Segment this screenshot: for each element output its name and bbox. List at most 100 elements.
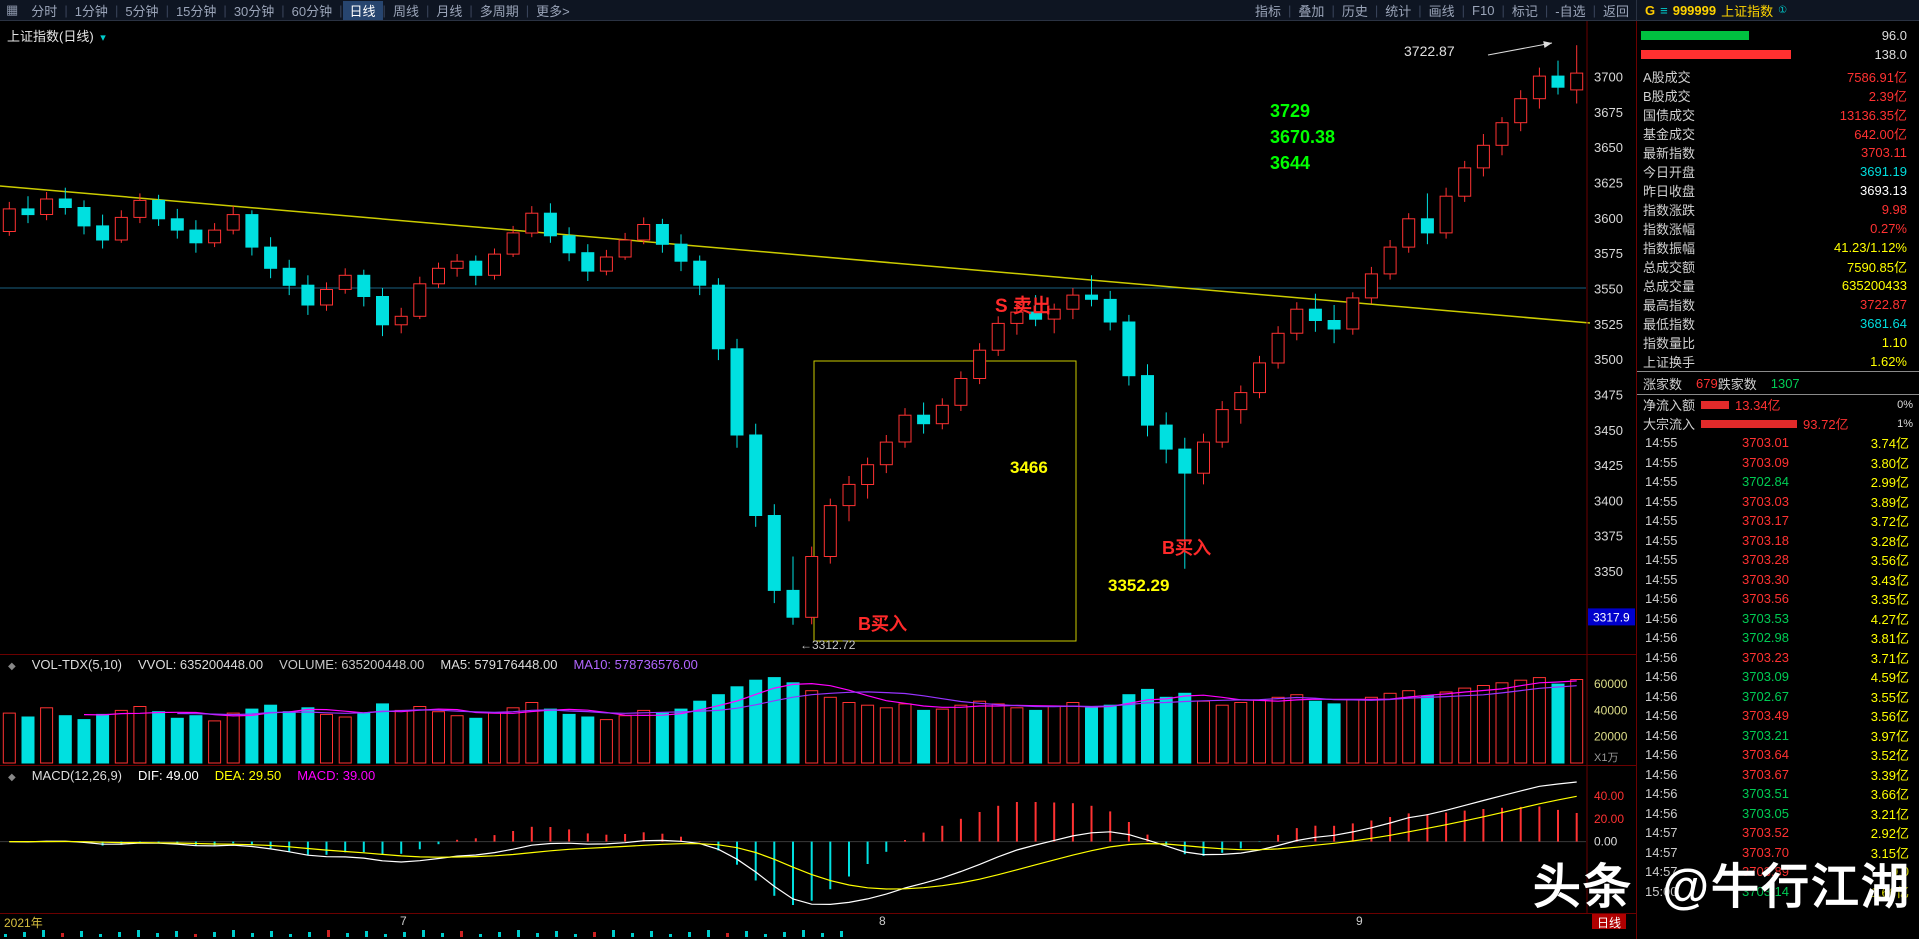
tick-price: 3703.51 bbox=[1742, 786, 1789, 802]
app-menu-icon[interactable]: ▦ bbox=[6, 2, 19, 17]
flow-bar bbox=[1701, 400, 1730, 409]
tick-time: 14:56 bbox=[1645, 708, 1678, 724]
mini-strip-mark bbox=[612, 930, 615, 937]
symbol-header[interactable]: G ≡ 999999 上证指数 ① bbox=[1636, 0, 1919, 20]
toolbar-period-item[interactable]: 更多> bbox=[536, 3, 570, 19]
toolbar-period-item[interactable]: 多周期 bbox=[479, 3, 519, 19]
quote-label: 上证换手 bbox=[1643, 355, 1696, 370]
tick-row[interactable]: 14:56 3703.53 4.27亿 bbox=[1637, 609, 1919, 629]
toolbar-period-item[interactable]: 1分钟 bbox=[74, 3, 108, 19]
tick-row[interactable]: 14:55 3703.03 3.89亿 bbox=[1637, 492, 1919, 512]
tick-volume: 3.52亿 bbox=[1870, 748, 1909, 764]
indicator-header-text: DEA: 29.50 bbox=[214, 768, 282, 783]
tick-row[interactable]: 14:56 3703.67 3.39亿 bbox=[1637, 765, 1919, 785]
period-tag[interactable]: 日线 bbox=[1592, 914, 1627, 931]
tick-row[interactable]: 14:56 3703.05 3.21亿 bbox=[1637, 804, 1919, 824]
tick-price: 3703.09 bbox=[1742, 454, 1789, 470]
watermark: 头条 @牛行江湖 bbox=[1519, 847, 1911, 917]
tick-price: 3702.84 bbox=[1742, 474, 1789, 490]
tick-volume: 2.99亿 bbox=[1870, 475, 1909, 491]
volume-panel[interactable]: ◆ VOL-TDX(5,10) VVOL: 635200448.00 VOLUME: … bbox=[0, 655, 1636, 766]
tick-row[interactable]: 14:56 3702.67 3.55亿 bbox=[1637, 687, 1919, 707]
toolbar-tool-item[interactable]: 历史 bbox=[1341, 3, 1368, 19]
quote-value: 9.98 bbox=[1881, 202, 1907, 217]
tick-volume: 4.59亿 bbox=[1870, 670, 1909, 686]
toolbar-period-item[interactable]: 日线 bbox=[342, 0, 383, 20]
separator: | bbox=[1461, 2, 1466, 18]
toolbar-period-item[interactable]: 分时 bbox=[31, 3, 58, 19]
toolbar-period-item[interactable]: 月线 bbox=[436, 3, 463, 19]
decliners-count: 1307 bbox=[1770, 375, 1800, 391]
quote-value: 3681.64 bbox=[1860, 316, 1907, 331]
gauge-value: 138.0 bbox=[1874, 47, 1907, 62]
tick-row[interactable]: 14:57 3703.52 2.92亿 bbox=[1637, 823, 1919, 843]
price-chart-canvas[interactable]: 3700 3675 3650 3625 3600 3575 3550 3525 3500 3475… bbox=[0, 21, 1636, 654]
time-axis-label: 8 bbox=[879, 914, 886, 928]
mini-strip-mark bbox=[821, 933, 824, 937]
quote-label: 基金成交 bbox=[1643, 127, 1696, 142]
tick-time: 14:57 bbox=[1645, 844, 1678, 860]
tick-row[interactable]: 15:00 3703.14 1.66亿 bbox=[1637, 882, 1919, 902]
toolbar-period-item[interactable]: 60分钟 bbox=[291, 3, 333, 19]
mini-strip-mark bbox=[555, 931, 558, 937]
indicator-header-text: MACD: 39.00 bbox=[297, 768, 376, 783]
tick-row[interactable]: 14:55 3702.84 2.99亿 bbox=[1637, 472, 1919, 492]
quote-label: 总成交量 bbox=[1643, 279, 1696, 294]
decliners-label: 跌家数 bbox=[1717, 376, 1757, 392]
collapse-icon[interactable]: ◆ bbox=[8, 661, 16, 672]
tick-row[interactable]: 14:56 3703.23 3.71亿 bbox=[1637, 648, 1919, 668]
tick-row[interactable]: 14:57 3703.89 0.0 bbox=[1637, 862, 1919, 882]
mini-strip-mark bbox=[327, 930, 330, 937]
tick-row[interactable]: 14:55 3703.01 3.74亿 bbox=[1637, 433, 1919, 453]
tick-row[interactable]: 14:56 3703.21 3.97亿 bbox=[1637, 726, 1919, 746]
quote-row: A股成交 7586.91亿 bbox=[1637, 67, 1919, 86]
main-area: 3700 3675 3650 3625 3600 3575 3550 3525 3500 3475… bbox=[0, 21, 1919, 939]
toolbar-tool-item[interactable]: 画线 bbox=[1428, 3, 1455, 19]
svg-text:X1万: X1万 bbox=[1594, 752, 1618, 764]
menu-icon[interactable]: ≡ bbox=[1660, 2, 1668, 18]
macd-chart-canvas[interactable]: 40.00 20.00 0.00 bbox=[0, 766, 1636, 913]
tick-row[interactable]: 14:55 3703.18 3.28亿 bbox=[1637, 531, 1919, 551]
toolbar-tool-item[interactable]: 标记 bbox=[1511, 3, 1538, 19]
tick-row[interactable]: 14:55 3703.09 3.80亿 bbox=[1637, 453, 1919, 473]
toolbar-tool-item[interactable]: -自选 bbox=[1555, 3, 1586, 19]
quote-row: 指数涨跌 9.98 bbox=[1637, 200, 1919, 219]
collapse-icon[interactable]: ◆ bbox=[8, 772, 16, 783]
tick-list[interactable]: 14:55 3703.01 3.74亿 14:55 3703.09 3.80亿 14:55 3… bbox=[1637, 433, 1919, 901]
separator: | bbox=[525, 2, 530, 18]
tick-price: 3703.89 bbox=[1742, 864, 1789, 880]
mini-strip-mark bbox=[498, 932, 501, 937]
toolbar-period-item[interactable]: 15分钟 bbox=[175, 3, 217, 19]
separator: | bbox=[1501, 2, 1505, 18]
toolbar-tool-item[interactable]: 返回 bbox=[1602, 3, 1629, 19]
tick-row[interactable]: 14:55 3703.17 3.72亿 bbox=[1637, 511, 1919, 531]
tick-time: 14:56 bbox=[1645, 591, 1678, 607]
tick-row[interactable]: 14:55 3703.28 3.56亿 bbox=[1637, 550, 1919, 570]
tick-row[interactable]: 14:56 3703.09 4.59亿 bbox=[1637, 667, 1919, 687]
toolbar-tool-item[interactable]: 统计 bbox=[1385, 3, 1412, 19]
macd-panel[interactable]: ◆ MACD(12,26,9) DIF: 49.00 DEA: 29.50 MACD: … bbox=[0, 766, 1636, 914]
dropdown-icon[interactable]: ▾ bbox=[100, 32, 106, 44]
toolbar-period-item[interactable]: 周线 bbox=[392, 3, 419, 19]
quote-row: 指数振幅 41.23/1.12% bbox=[1637, 238, 1919, 257]
tick-row[interactable]: 14:56 3703.49 3.56亿 bbox=[1637, 706, 1919, 726]
toolbar-period-item[interactable]: 30分钟 bbox=[233, 3, 275, 19]
toolbar-tool-item[interactable]: 指标 bbox=[1255, 3, 1282, 19]
toolbar-tool-item[interactable]: 叠加 bbox=[1298, 3, 1325, 19]
mini-strip-mark bbox=[175, 931, 178, 937]
gauge-bar bbox=[1641, 50, 1791, 59]
toolbar-period-item[interactable]: 5分钟 bbox=[125, 3, 159, 19]
volume-chart-canvas[interactable]: 60000 40000 20000 X1万 bbox=[0, 655, 1636, 765]
price-chart[interactable]: 3700 3675 3650 3625 3600 3575 3550 3525 3500 3475… bbox=[0, 21, 1636, 655]
toolbar-tool-item[interactable]: F10 bbox=[1472, 2, 1495, 18]
tick-row[interactable]: 14:57 3703.70 3.15亿 bbox=[1637, 843, 1919, 863]
tick-row[interactable]: 14:56 3702.98 3.81亿 bbox=[1637, 628, 1919, 648]
tick-row[interactable]: 14:56 3703.56 3.35亿 bbox=[1637, 589, 1919, 609]
mini-strip-mark bbox=[137, 930, 140, 937]
tick-row[interactable]: 14:55 3703.30 3.43亿 bbox=[1637, 570, 1919, 590]
tick-row[interactable]: 14:56 3703.51 3.66亿 bbox=[1637, 784, 1919, 804]
tick-volume: 3.71亿 bbox=[1870, 650, 1909, 666]
tick-row[interactable]: 14:56 3703.64 3.52亿 bbox=[1637, 745, 1919, 765]
tick-time: 14:57 bbox=[1645, 825, 1678, 841]
mini-strip-mark bbox=[80, 931, 83, 937]
